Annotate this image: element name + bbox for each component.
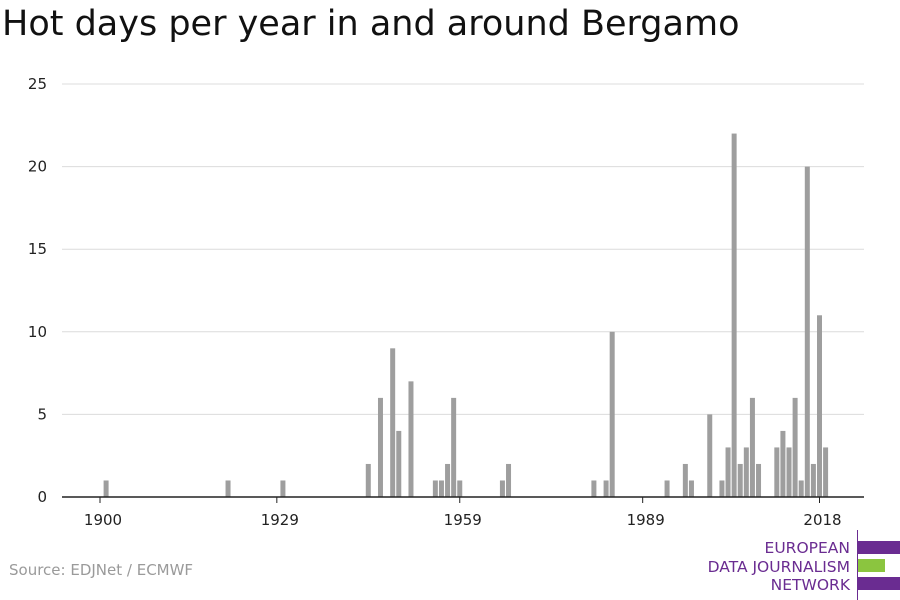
bar-1993[interactable] bbox=[664, 480, 670, 497]
bar-2000[interactable] bbox=[707, 414, 713, 497]
bar-1959[interactable] bbox=[457, 480, 463, 497]
logo-line-data-journalism: DATA JOURNALISM bbox=[707, 557, 850, 576]
bar-2008[interactable] bbox=[756, 463, 762, 497]
bar-1944[interactable] bbox=[365, 463, 371, 497]
bar-1996[interactable] bbox=[682, 463, 688, 497]
x-tick-label: 2018 bbox=[803, 511, 841, 529]
bar-1983[interactable] bbox=[603, 480, 609, 497]
bar-1956[interactable] bbox=[438, 480, 444, 497]
y-tick-labels: 0 5 10 15 20 25 bbox=[28, 75, 47, 506]
bar-2004[interactable] bbox=[731, 133, 737, 497]
y-tick-label: 20 bbox=[28, 158, 47, 176]
y-tick-label: 0 bbox=[37, 488, 47, 506]
bar-2006[interactable] bbox=[743, 447, 749, 497]
bar-2015[interactable] bbox=[798, 480, 804, 497]
bar-2012[interactable] bbox=[780, 430, 786, 497]
bar-2014[interactable] bbox=[792, 397, 798, 497]
bar-1957[interactable] bbox=[445, 463, 451, 497]
bar-1958[interactable] bbox=[451, 397, 457, 497]
gridlines bbox=[62, 83, 864, 415]
logo-bar-bottom bbox=[858, 577, 900, 590]
bar-1984[interactable] bbox=[609, 331, 615, 497]
logo-divider bbox=[857, 530, 858, 600]
bar-1948[interactable] bbox=[390, 348, 396, 497]
x-tick-label: 1900 bbox=[84, 511, 122, 529]
bar-2003[interactable] bbox=[725, 447, 731, 497]
x-tick-label: 1989 bbox=[627, 511, 665, 529]
bars bbox=[103, 133, 829, 497]
bar-2005[interactable] bbox=[737, 463, 743, 497]
bar-1951[interactable] bbox=[408, 381, 414, 497]
bar-1946[interactable] bbox=[377, 397, 383, 497]
logo-line-network: NETWORK bbox=[770, 576, 850, 594]
logo-bar-middle bbox=[858, 559, 885, 572]
logo-line-european: EUROPEAN bbox=[764, 539, 850, 557]
x-tick-labels: 1900 1929 1959 1989 2018 bbox=[84, 511, 842, 529]
y-tick-label: 10 bbox=[28, 323, 47, 341]
x-tick-label: 1959 bbox=[444, 511, 482, 529]
bar-1930[interactable] bbox=[280, 480, 286, 497]
bar-1921[interactable] bbox=[225, 480, 231, 497]
bar-2018[interactable] bbox=[817, 315, 822, 497]
bar-1955[interactable] bbox=[432, 480, 438, 497]
bar-2019[interactable] bbox=[823, 447, 829, 497]
bar-2016[interactable] bbox=[804, 166, 810, 497]
y-tick-label: 25 bbox=[28, 75, 47, 93]
bar-1949[interactable] bbox=[396, 430, 402, 497]
y-tick-label: 5 bbox=[37, 405, 47, 423]
bar-1967[interactable] bbox=[506, 463, 512, 497]
bar-2011[interactable] bbox=[774, 447, 780, 497]
bar-2017[interactable] bbox=[810, 463, 816, 497]
edjnet-logo[interactable]: EUROPEAN DATA JOURNALISM NETWORK bbox=[700, 530, 900, 600]
bar-1997[interactable] bbox=[688, 480, 694, 497]
chart-title: Hot days per year in and around Bergamo bbox=[2, 4, 740, 44]
x-tick-label: 1929 bbox=[261, 511, 299, 529]
x-axis bbox=[62, 496, 864, 503]
bar-2013[interactable] bbox=[786, 447, 792, 497]
bar-2002[interactable] bbox=[719, 480, 725, 497]
source-note: Source: EDJNet / ECMWF bbox=[9, 561, 194, 579]
bar-1966[interactable] bbox=[499, 480, 505, 497]
bar-1901[interactable] bbox=[103, 480, 109, 497]
bar-1981[interactable] bbox=[591, 480, 597, 497]
logo-bar-top bbox=[858, 541, 900, 554]
y-tick-label: 15 bbox=[28, 240, 47, 258]
bar-2007[interactable] bbox=[749, 397, 755, 497]
